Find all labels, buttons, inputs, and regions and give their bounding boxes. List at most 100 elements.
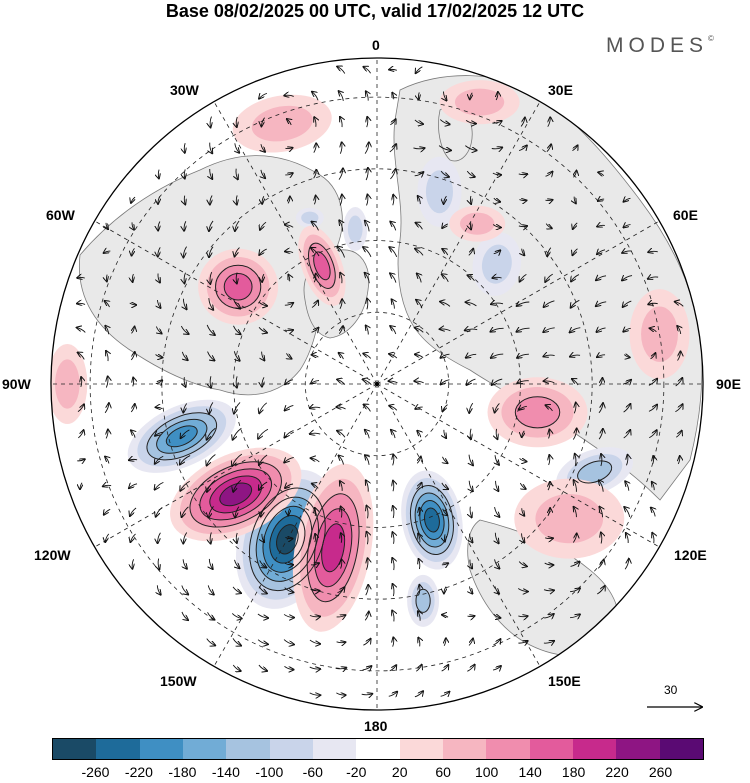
- wind-vector: [157, 299, 160, 308]
- wind-vector: [209, 402, 214, 413]
- wind-vector: [285, 148, 292, 149]
- anomaly-area-positive: [535, 494, 604, 544]
- wind-vector: [105, 457, 109, 464]
- wind-vector: [106, 430, 108, 439]
- latitude-circle: [304, 311, 450, 457]
- wind-vector: [206, 324, 215, 335]
- colorbar-tick-label: -20: [346, 764, 367, 780]
- wind-vector: [392, 93, 393, 100]
- wind-vector: [158, 558, 159, 570]
- wind-vector: [622, 380, 631, 384]
- wind-vector: [182, 351, 187, 360]
- wind-vector: [183, 246, 187, 258]
- wind-vector: [207, 351, 215, 361]
- wind-vector: [493, 613, 501, 618]
- wind-vector: [596, 276, 607, 280]
- wind-vector: [419, 585, 420, 596]
- wind-vector: [441, 380, 450, 385]
- wind-vector: [491, 303, 504, 304]
- wind-vector: [470, 586, 473, 593]
- wind-vector: [492, 225, 501, 228]
- wind-vector: [570, 562, 580, 567]
- wind-vector: [519, 200, 526, 201]
- wind-vector: [652, 482, 654, 491]
- wind-vector: [341, 507, 342, 518]
- wind-vector: [573, 171, 576, 178]
- wind-vector: [105, 533, 110, 542]
- wind-vector: [132, 222, 134, 229]
- wind-vector: [444, 429, 446, 438]
- wind-vector: [416, 483, 421, 490]
- anomaly-contour: [409, 485, 454, 556]
- wind-vector: [570, 588, 580, 591]
- wind-vector: [493, 198, 500, 202]
- wind-vector: [285, 225, 294, 228]
- wind-vector: [439, 119, 449, 125]
- anomaly-contour: [423, 507, 440, 533]
- wind-vector: [129, 484, 138, 488]
- anomaly-area-positive: [219, 483, 252, 506]
- wind-vector: [468, 249, 473, 256]
- wind-vector: [314, 117, 316, 127]
- colorbar-cell: [226, 739, 270, 759]
- wind-vector: [262, 196, 264, 204]
- wind-vector: [414, 172, 424, 176]
- wind-vector: [258, 327, 267, 332]
- wind-vector: [492, 173, 501, 175]
- wind-vector: [575, 454, 576, 467]
- lon-label-60w: 60W: [46, 207, 75, 223]
- wind-vector: [129, 459, 138, 460]
- wind-vector: [547, 247, 552, 257]
- colorbar-tick-label: 140: [518, 764, 542, 780]
- wind-vector: [495, 403, 500, 412]
- wind-vector: [207, 585, 214, 594]
- wind-vector: [366, 168, 368, 181]
- anomaly-contour: [276, 524, 299, 555]
- wind-vector: [259, 560, 267, 567]
- wind-vector: [519, 406, 527, 409]
- wind-vector: [337, 587, 345, 594]
- wind-vector: [624, 507, 631, 518]
- anomaly-contour: [219, 482, 253, 507]
- wind-vector: [363, 354, 372, 359]
- colorbar-tick-label: -220: [124, 764, 153, 780]
- wind-vector: [469, 454, 473, 466]
- wind-vector: [389, 665, 396, 672]
- wind-vector: [365, 430, 369, 439]
- wind-vector: [650, 328, 657, 332]
- wind-vector: [233, 351, 239, 360]
- wind-vector: [389, 144, 396, 153]
- anomaly-contour: [313, 251, 331, 281]
- wind-vector: [440, 329, 451, 331]
- wind-vector: [132, 248, 135, 255]
- wind-vector: [496, 480, 499, 491]
- polar-map: [50, 57, 704, 711]
- lon-label-30e: 30E: [548, 82, 573, 98]
- wind-vector: [284, 430, 294, 437]
- wind-vector: [283, 614, 294, 617]
- wind-vector: [209, 298, 213, 310]
- north-pole-marker: [375, 382, 379, 386]
- wind-vector: [675, 378, 683, 387]
- colorbar-cell: [572, 739, 617, 759]
- lon-label-90w: 90W: [2, 376, 31, 392]
- wind-vector: [285, 537, 292, 538]
- wind-vector: [651, 508, 655, 517]
- wind-vector: [466, 170, 475, 177]
- wind-vector: [495, 559, 500, 568]
- wind-vector: [648, 379, 657, 386]
- wind-vector: [78, 430, 83, 439]
- wind-vector: [572, 379, 579, 386]
- wind-vector: [545, 172, 553, 177]
- brand-logo: MODES©: [606, 34, 714, 58]
- meridian-line: [213, 101, 378, 385]
- wind-vector: [106, 351, 108, 362]
- wind-vector: [362, 666, 372, 670]
- anomaly-contour: [269, 514, 306, 564]
- wind-vector: [77, 404, 84, 413]
- wind-vector: [496, 92, 498, 101]
- wind-vector: [442, 404, 448, 412]
- wind-vector: [393, 584, 394, 597]
- wind-vector: [181, 585, 188, 595]
- wind-vector: [314, 170, 317, 179]
